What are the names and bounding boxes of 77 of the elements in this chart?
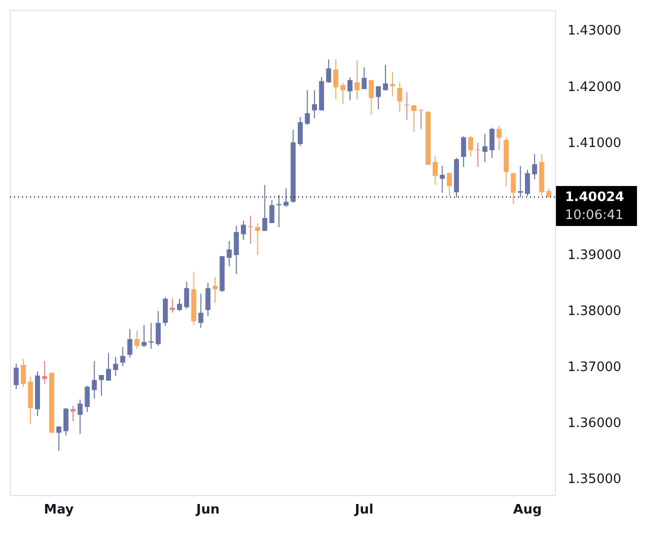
candlestick: [354, 60, 360, 100]
candlestick: [404, 91, 410, 120]
candlestick: [184, 281, 190, 310]
candlestick: [198, 293, 204, 328]
y-tick-label: 1.43000: [568, 24, 622, 39]
candlestick: [78, 399, 83, 434]
y-tick-label: 1.42000: [568, 80, 622, 95]
candlestick: [518, 165, 523, 198]
candlestick: [92, 360, 97, 400]
candlestick: [510, 172, 516, 204]
candlestick: [177, 298, 182, 312]
candlestick: [411, 104, 416, 133]
candlestick: [276, 194, 282, 228]
candlestick: [106, 352, 112, 382]
candlestick: [156, 310, 161, 346]
y-tick-label: 1.41000: [568, 136, 622, 151]
candlestick: [142, 324, 147, 348]
candlestick: [382, 64, 388, 91]
candlestick: [205, 282, 210, 317]
candlestick: [482, 133, 488, 162]
candlestick: [20, 358, 26, 388]
candlestick: [496, 126, 502, 151]
candlestick: [42, 360, 48, 384]
candlestick: [113, 356, 118, 377]
candlestick: [14, 363, 19, 390]
candlestick: [170, 298, 175, 314]
candlestick: [284, 188, 289, 208]
candlestick: [418, 109, 424, 130]
candlestick: [326, 58, 332, 84]
y-tick-label: 1.36000: [568, 416, 622, 432]
candlestick: [70, 405, 76, 422]
candlestick: [368, 80, 374, 116]
candlestick: [340, 82, 346, 105]
candlestick: [56, 426, 62, 452]
candlestick: [362, 66, 367, 90]
y-tick-label: 1.38000: [568, 304, 622, 320]
y-tick-label: 1.37000: [568, 360, 622, 376]
ref-line-label: 1.40024: [565, 190, 624, 206]
candlestick: [440, 165, 445, 194]
candlestick: [148, 322, 154, 350]
candlestick: [347, 76, 352, 101]
candlestick: [262, 184, 268, 232]
candlestick: [269, 200, 274, 224]
x-tick-label: Aug: [513, 502, 542, 518]
candlestick: [84, 385, 90, 413]
candlestick: [312, 90, 317, 119]
candlestick: [376, 86, 381, 110]
x-tick-label: Jul: [354, 502, 374, 518]
candlestick: [468, 136, 474, 157]
candlestick: [234, 225, 239, 275]
candlestick: [304, 90, 310, 126]
candlestick: [255, 222, 260, 256]
y-tick-label: 1.35000: [568, 472, 622, 488]
candlestick: [298, 116, 303, 147]
candlestick: [532, 154, 538, 180]
candlestick: [212, 276, 218, 304]
candlestick: [63, 408, 68, 436]
x-tick-label: Jun: [195, 502, 220, 518]
x-tick-label: May: [44, 502, 74, 518]
candlestick: [134, 330, 140, 350]
candlestick: [489, 127, 494, 159]
candlestick: [120, 346, 126, 367]
candlestick: [248, 215, 254, 244]
text: 10:06:41: [565, 208, 624, 224]
candlestick: [397, 82, 402, 113]
candlestick: [98, 374, 104, 396]
candlestick: [475, 142, 480, 168]
candlestick: [390, 72, 396, 97]
candlestick: [446, 172, 452, 197]
candlestick: [240, 220, 246, 240]
y-tick-label: 1.39000: [568, 248, 622, 263]
candlestick: [127, 328, 132, 358]
candlestick: [432, 156, 438, 186]
candlestick: [226, 240, 232, 267]
candlestick: [461, 136, 466, 168]
candlestick: [333, 58, 338, 100]
candlestick: [524, 169, 530, 197]
